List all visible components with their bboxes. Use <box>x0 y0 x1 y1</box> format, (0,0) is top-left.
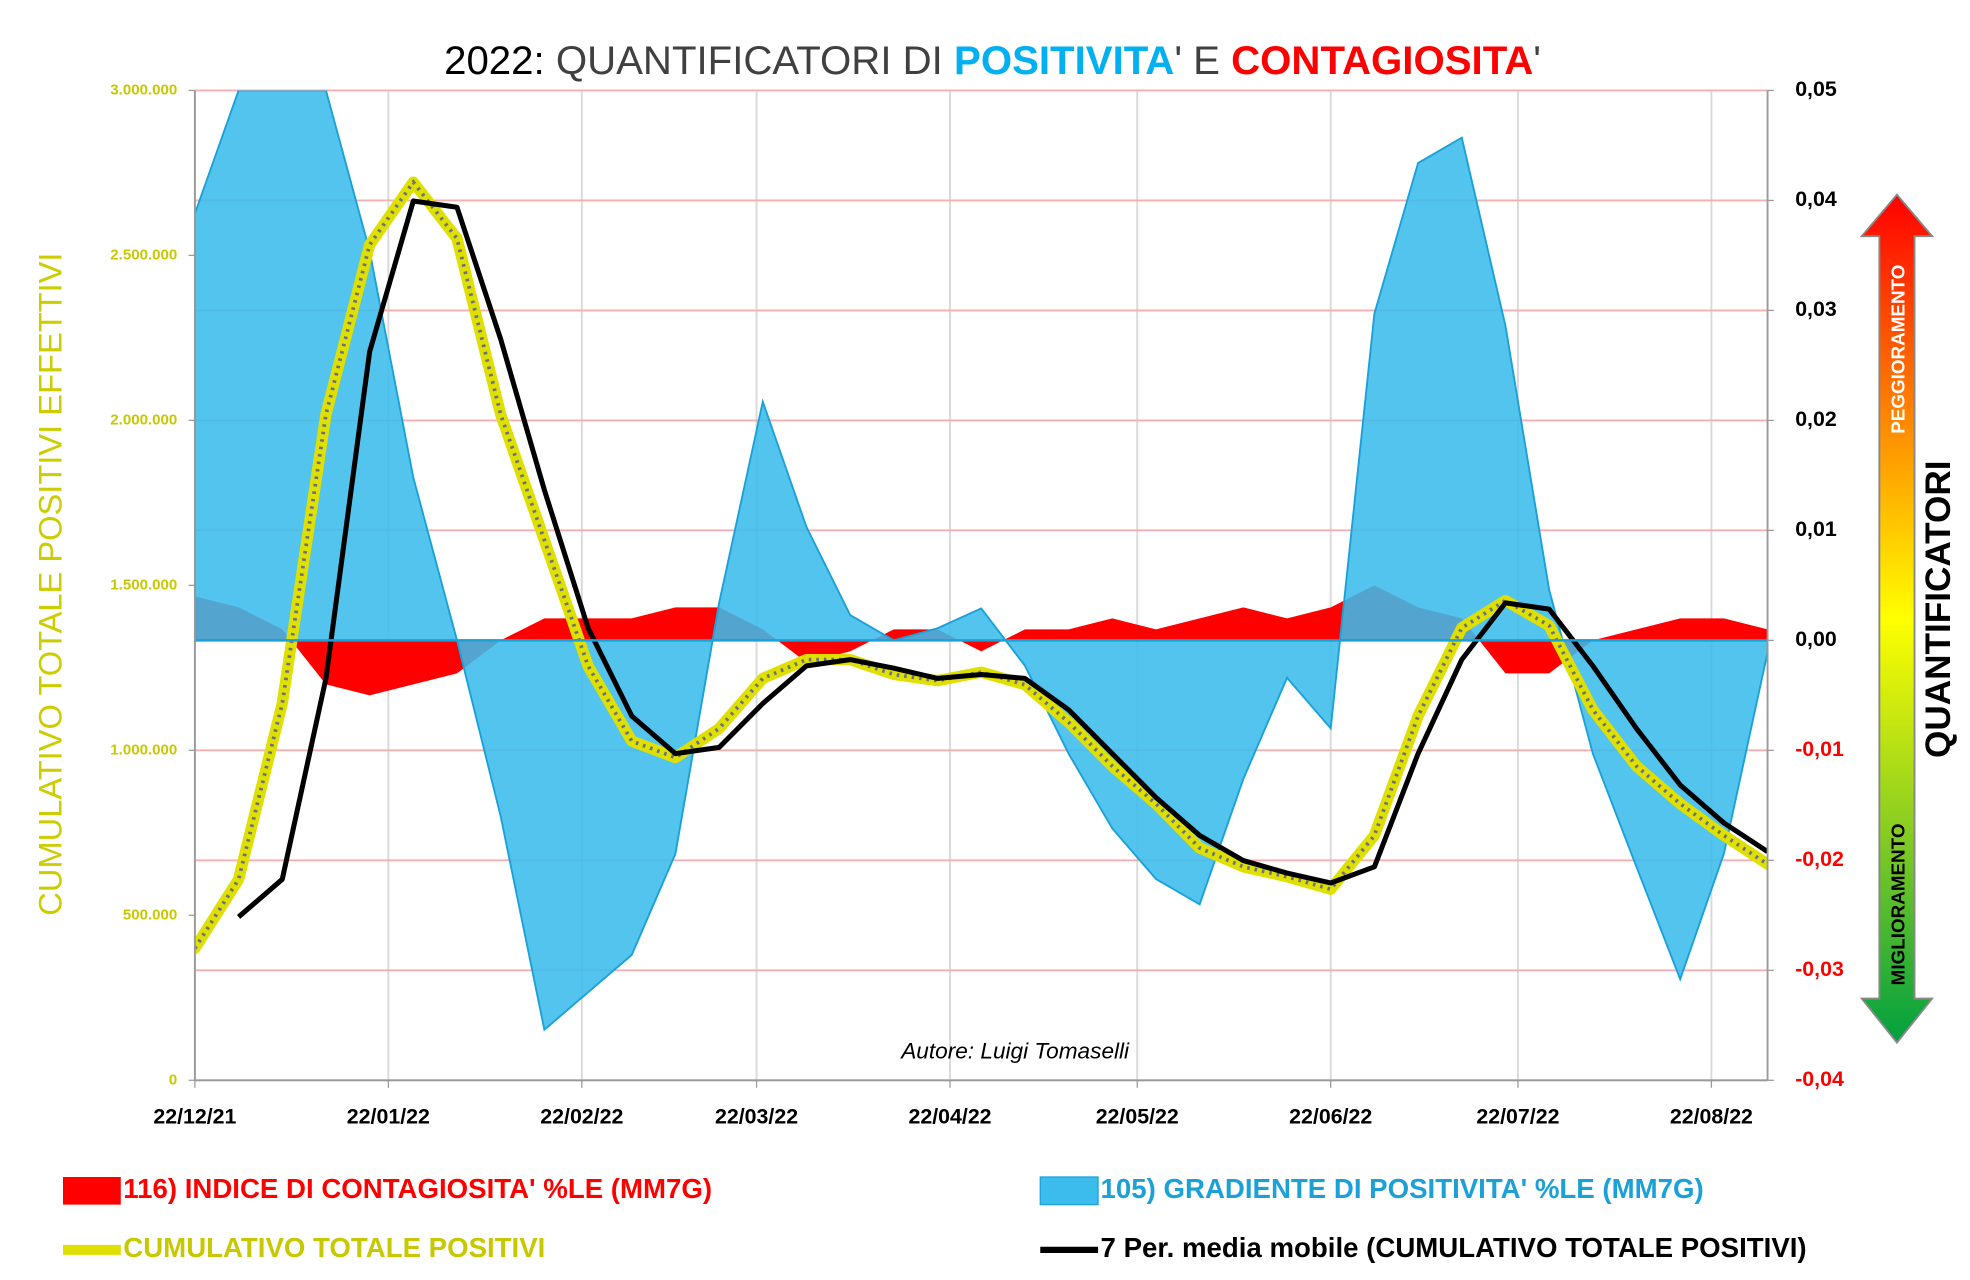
y-tick-label: 2.000.000 <box>110 411 177 428</box>
plot-area <box>194 90 1768 1032</box>
x-tick-label: 22/02/22 <box>540 1105 623 1129</box>
title-part: ' E <box>1174 37 1231 82</box>
x-tick-label: 22/05/22 <box>1096 1105 1179 1129</box>
x-tick-label: 22/08/22 <box>1670 1105 1753 1129</box>
line <box>236 198 1768 919</box>
quantifier-arrow <box>1859 193 1935 1045</box>
y-tick-label: 2.500.000 <box>110 246 177 263</box>
legend-label: CUMULATIVO TOTALE POSITIVI <box>123 1232 545 1263</box>
title-part: POSITIVITA <box>954 37 1174 82</box>
x-tick-label: 22/06/22 <box>1289 1105 1372 1129</box>
y-tick-label: 3.000.000 <box>110 81 177 98</box>
y-axis-label: CUMULATIVO TOTALE POSITIVI EFFETTIVI <box>32 253 69 916</box>
arrow-label-up: PEGGIORAMENTO <box>1887 265 1908 434</box>
y2-tick-label: 0,01 <box>1795 517 1837 541</box>
legend-label: 116) INDICE DI CONTAGIOSITA' %LE (MM7G) <box>123 1173 712 1204</box>
y2-tick-label: 0,02 <box>1795 407 1837 431</box>
y2-tick-label: -0,03 <box>1795 957 1844 981</box>
annotation: Autore: Luigi Tomaselli <box>899 1039 1130 1064</box>
arrow-label-down: MIGLIORAMENTO <box>1887 824 1908 986</box>
y2-tick-label: 0,03 <box>1795 297 1837 321</box>
x-tick-label: 22/03/22 <box>715 1105 798 1129</box>
legend-label: 105) GRADIENTE DI POSITIVITA' %LE (MM7G) <box>1101 1173 1704 1204</box>
x-tick-label: 22/12/21 <box>153 1105 236 1129</box>
y2-tick-label: 0,00 <box>1795 627 1837 651</box>
y-tick-label: 500.000 <box>123 906 177 923</box>
legend: 116) INDICE DI CONTAGIOSITA' %LE (MM7G) 1… <box>62 1173 1807 1263</box>
legend-swatch <box>62 1176 121 1205</box>
legend-swatch <box>1039 1176 1099 1206</box>
title-part: ' <box>1533 37 1541 82</box>
legend-label: 7 Per. media mobile (CUMULATIVO TOTALE P… <box>1101 1232 1807 1263</box>
title-part: QUANTIFICATORI DI <box>545 37 954 82</box>
title-part: 2022: <box>444 37 545 82</box>
y-tick-label: 1.000.000 <box>110 741 177 758</box>
title-part: CONTAGIOSITA <box>1231 37 1533 82</box>
y2-tick-label: -0,01 <box>1795 737 1844 761</box>
y-tick-label: 1.500.000 <box>110 576 177 593</box>
chart-title: 2022: QUANTIFICATORI DI POSITIVITA' E CO… <box>444 37 1541 82</box>
y2-tick-label: -0,02 <box>1795 847 1844 871</box>
y2-axis-label: QUANTIFICATORI <box>1919 460 1958 758</box>
x-tick-label: 22/07/22 <box>1476 1105 1559 1129</box>
x-tick-label: 22/01/22 <box>347 1105 430 1129</box>
grid <box>193 89 1768 1082</box>
y-tick-label: 0 <box>169 1071 177 1088</box>
y2-tick-label: 0,05 <box>1795 77 1837 101</box>
axes: 22/12/21 22/01/22 22/02/22 22/03/22 22/04/22… <box>110 77 1844 1129</box>
y2-tick-label: 0,04 <box>1795 187 1837 211</box>
x-tick-label: 22/04/22 <box>908 1105 991 1129</box>
y2-tick-label: -0,04 <box>1795 1067 1844 1091</box>
